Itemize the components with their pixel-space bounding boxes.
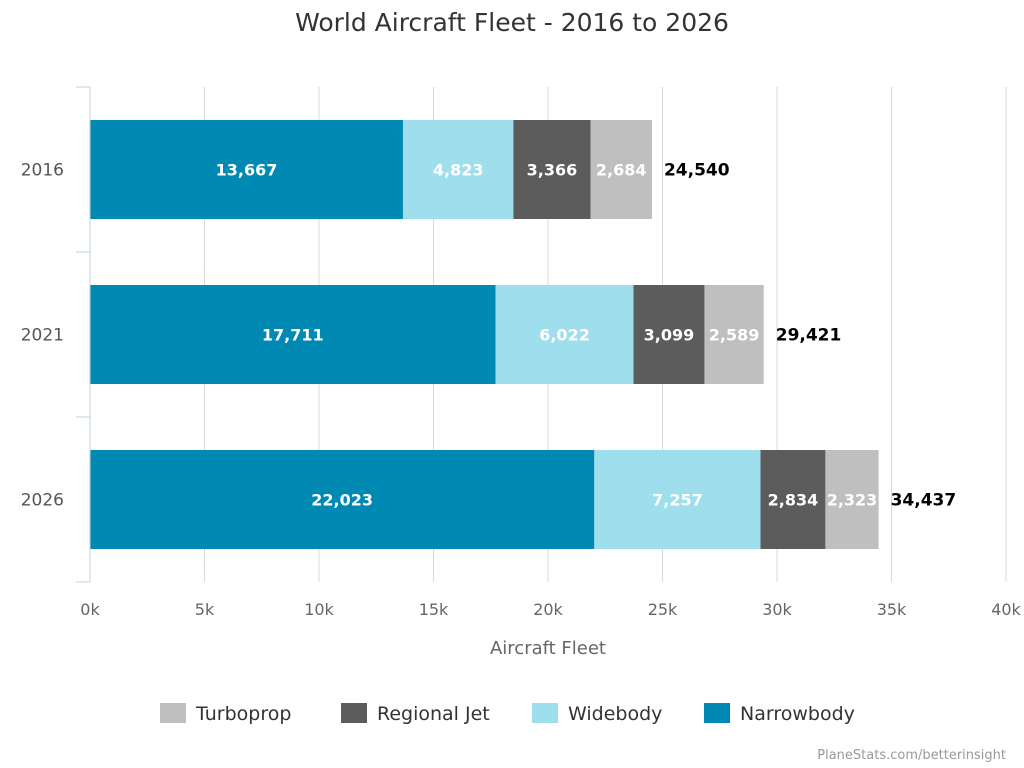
legend-label: Widebody xyxy=(568,703,662,725)
x-tick-label: 20k xyxy=(533,600,563,619)
data-label: 2,684 xyxy=(596,161,647,180)
x-tick-label: 35k xyxy=(877,600,907,619)
bar-segment-regional-jet xyxy=(513,120,591,219)
data-label: 6,022 xyxy=(539,326,590,345)
data-label: 2,323 xyxy=(827,491,878,510)
bar-segment-turboprop xyxy=(825,450,879,549)
legend-item-turboprop[interactable]: Turboprop xyxy=(160,703,291,725)
data-label: 7,257 xyxy=(652,491,703,510)
total-label: 24,540 xyxy=(664,161,730,181)
x-tick-label: 15k xyxy=(419,600,449,619)
data-label: 2,589 xyxy=(709,326,760,345)
legend-swatch xyxy=(532,703,558,723)
data-label: 2,834 xyxy=(768,491,819,510)
x-tick-label: 30k xyxy=(762,600,792,619)
bar-segment-turboprop xyxy=(704,285,764,384)
data-label: 3,366 xyxy=(527,161,578,180)
data-label: 13,667 xyxy=(216,161,278,180)
legend: Turboprop Regional Jet Widebody Narrowbody xyxy=(160,703,855,725)
legend-item-regional-jet[interactable]: Regional Jet xyxy=(341,703,490,725)
legend-swatch xyxy=(160,703,186,723)
data-label: 3,099 xyxy=(644,326,695,345)
bar-segment-widebody xyxy=(495,285,634,384)
bar-segment-widebody xyxy=(402,120,514,219)
bar-segment-narrowbody xyxy=(90,450,595,549)
legend-item-narrowbody[interactable]: Narrowbody xyxy=(704,703,855,725)
legend-swatch xyxy=(341,703,367,723)
x-tick-label: 40k xyxy=(991,600,1021,619)
bar-segment-narrowbody xyxy=(90,285,496,384)
x-tick-label: 25k xyxy=(648,600,678,619)
x-tick-label: 10k xyxy=(304,600,334,619)
bar-segment-regional-jet xyxy=(760,450,826,549)
bar-segment-narrowbody xyxy=(90,120,403,219)
bar-segment-turboprop xyxy=(590,120,652,219)
axes: 0k 5k 10k 15k 20k 25k 30k 35k 40k 2016 2021 2026 xyxy=(21,86,1022,619)
x-tick-label: 5k xyxy=(195,600,215,619)
data-label: 17,711 xyxy=(262,326,324,345)
legend-swatch xyxy=(704,703,730,723)
y-tick-label: 2026 xyxy=(21,491,64,511)
data-label: 4,823 xyxy=(433,161,484,180)
legend-label: Turboprop xyxy=(195,703,291,725)
legend-label: Regional Jet xyxy=(377,703,490,725)
y-tick-label: 2016 xyxy=(21,161,64,181)
total-label: 29,421 xyxy=(776,326,842,346)
legend-label: Narrowbody xyxy=(740,703,855,725)
legend-item-widebody[interactable]: Widebody xyxy=(532,703,662,725)
data-label: 22,023 xyxy=(311,491,373,510)
bar-segment-regional-jet xyxy=(633,285,705,384)
bars: 13,667 4,823 3,366 2,684 24,540 17,711 6,022 3,… xyxy=(90,120,956,549)
source-credit: PlaneStats.com/betterinsight xyxy=(817,748,1006,763)
bar-segment-widebody xyxy=(594,450,761,549)
chart-title: World Aircraft Fleet - 2016 to 2026 xyxy=(295,8,729,37)
y-tick-label: 2021 xyxy=(21,326,64,346)
total-label: 34,437 xyxy=(891,491,957,511)
x-tick-label: 0k xyxy=(80,600,100,619)
x-axis-title: Aircraft Fleet xyxy=(490,638,606,659)
